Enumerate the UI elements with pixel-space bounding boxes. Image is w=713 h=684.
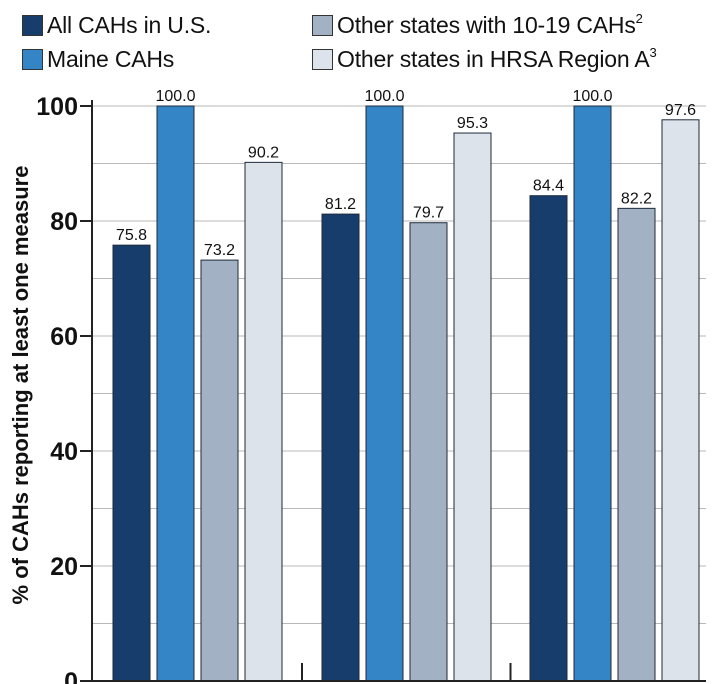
y-tick-label: 0 <box>64 668 78 684</box>
y-tick-label: 100 <box>36 93 78 121</box>
bar-value-label: 82.2 <box>621 190 652 207</box>
bar-value-label: 84.4 <box>533 178 564 195</box>
bar-value-label: 100.0 <box>572 88 612 105</box>
legend-label-maine-cahs: Maine CAHs <box>47 46 175 72</box>
bar <box>365 105 404 682</box>
legend-footnote-2: 2 <box>635 11 643 26</box>
bar <box>200 259 239 682</box>
legend-item-maine-cahs: Maine CAHs <box>22 46 174 73</box>
bar-value-label: 73.2 <box>204 242 235 259</box>
bar <box>156 105 195 682</box>
bar <box>661 119 700 682</box>
legend-swatch-maine-cahs <box>22 49 43 70</box>
bar-value-label: 97.6 <box>665 102 696 119</box>
bar-value-label: 100.0 <box>155 88 195 105</box>
bar-value-label: 79.7 <box>413 205 444 222</box>
bar-value-label: 90.2 <box>248 144 279 161</box>
bar <box>244 161 283 682</box>
bar-value-label: 100.0 <box>364 88 404 105</box>
legend-label-other-states: Other states with 10-19 CAHs <box>337 12 636 38</box>
bar-value-label: 75.8 <box>116 227 147 244</box>
legend-swatch-all-cahs <box>22 15 43 36</box>
bar <box>529 195 568 682</box>
bar <box>573 105 612 682</box>
bar <box>112 244 151 682</box>
y-tick-label: 40 <box>50 438 78 466</box>
legend-item-other-states: Other states with 10-19 CAHs 2 <box>312 11 643 39</box>
y-tick-label: 20 <box>50 553 78 581</box>
legend-swatch-hrsa-region <box>312 49 333 70</box>
y-tick-label: 80 <box>50 208 78 236</box>
bar-value-label: 81.2 <box>325 196 356 213</box>
legend-swatch-other-states <box>312 15 333 36</box>
legend-label-hrsa-region: Other states in HRSA Region A <box>337 46 650 72</box>
bar <box>617 207 656 682</box>
bar-value-label: 95.3 <box>457 115 488 132</box>
legend: All CAHs in U.S. Maine CAHs Other states… <box>0 0 713 80</box>
y-tick-label: 60 <box>50 323 78 351</box>
bar <box>321 213 360 682</box>
bar <box>409 222 448 682</box>
bar <box>453 132 492 682</box>
legend-label-all-cahs: All CAHs in U.S. <box>47 12 212 38</box>
legend-item-all-cahs: All CAHs in U.S. <box>22 12 211 39</box>
legend-footnote-3: 3 <box>649 45 657 60</box>
